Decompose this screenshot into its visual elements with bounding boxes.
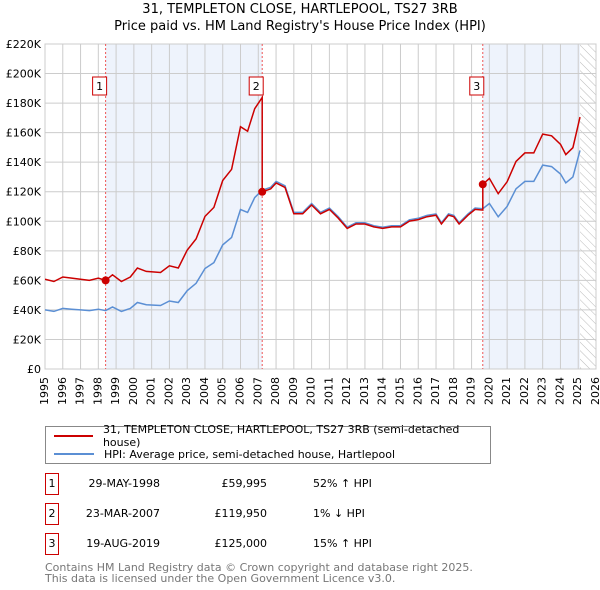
x-tick-label: 2017 (429, 377, 442, 405)
hpi-series-line (45, 150, 581, 313)
property-series-line (45, 95, 581, 283)
y-tick-label: £220K (6, 38, 42, 51)
x-tick-label: 2026 (589, 377, 600, 405)
x-tick-label: 2007 (251, 377, 264, 405)
sale-date: 19-AUG-2019 (86, 537, 160, 550)
x-tick-label: 1997 (74, 377, 87, 405)
x-tick-label: 2015 (393, 377, 406, 405)
x-tick-label: 2000 (127, 377, 140, 405)
legend-item-property: 31, TEMPLETON CLOSE, HARTLEPOOL, TS27 3R… (54, 423, 490, 449)
legend-swatch (54, 453, 94, 455)
x-tick-label: 2002 (162, 377, 175, 405)
x-tick-label: 2005 (216, 377, 229, 405)
sale-row: 2 23-MAR-2007 £119,950 1% ↓ HPI (45, 503, 445, 525)
sale-number-badge: 3 (45, 533, 59, 555)
plot-area: 1995 1996 1997 1998 1999 2000 2001 2002 2003 2004… (6, 38, 600, 405)
legend-label: 31, TEMPLETON CLOSE, HARTLEPOOL, TS27 3R… (102, 423, 460, 449)
x-tick-label: 2019 (465, 377, 478, 405)
chart-subtitle: Price paid vs. HM Land Registry's House … (114, 19, 486, 34)
y-tick-label: £40K (13, 304, 42, 317)
x-tick-label: 1999 (109, 377, 122, 405)
footer: Contains HM Land Registry data © Crown c… (45, 562, 473, 584)
y-tick-label: £200K (6, 68, 42, 81)
x-tick-label: 2009 (287, 377, 300, 405)
sale-label: 3 (473, 80, 480, 93)
sale-number-badge: 1 (45, 473, 59, 495)
footer-line: Contains HM Land Registry data © Crown c… (45, 561, 473, 574)
sale-price: £59,995 (221, 477, 268, 490)
shaded-period (105, 44, 263, 369)
y-tick-label: £20K (13, 333, 42, 346)
y-tick-label: £120K (6, 186, 42, 199)
x-tick-label: 2008 (269, 377, 282, 405)
sale-label-box (248, 76, 264, 96)
chart-title: 31, TEMPLETON CLOSE, HARTLEPOOL, TS27 3R… (142, 2, 458, 17)
y-tick-label: £80K (13, 245, 42, 258)
x-tick-label: 2025 (571, 377, 584, 405)
sale-date: 23-MAR-2007 (85, 507, 160, 520)
legend-swatch (54, 435, 93, 437)
x-tick-label: 2021 (500, 377, 513, 405)
x-tick-label: 2023 (536, 377, 549, 405)
sale-hpi-diff: 1% ↓ HPI (313, 507, 365, 520)
sale-label-box (92, 76, 108, 96)
x-tick-label: 2012 (340, 377, 353, 405)
x-tick-label: 1996 (56, 377, 69, 405)
sale-point (258, 187, 267, 196)
x-tick-label: 2020 (482, 377, 495, 405)
sale-hpi-diff: 52% ↑ HPI (313, 477, 372, 490)
legend: 31, TEMPLETON CLOSE, HARTLEPOOL, TS27 3R… (45, 423, 491, 464)
sale-point (478, 180, 487, 189)
x-tick-label: 2016 (411, 377, 424, 405)
y-tick-label: £60K (13, 274, 42, 287)
sale-label: 1 (96, 80, 103, 93)
x-tick-label: 1995 (38, 377, 51, 405)
plot-border (44, 43, 597, 370)
x-tick-label: 2018 (447, 377, 460, 405)
sale-number-badge: 2 (45, 503, 59, 525)
x-tick-label: 2010 (305, 377, 318, 405)
forecast-hatch (580, 44, 596, 369)
x-tick-label: 2024 (553, 377, 566, 405)
x-tick-label: 2022 (518, 377, 531, 405)
x-tick-label: 2013 (358, 377, 371, 405)
sale-row: 3 19-AUG-2019 £125,000 15% ↑ HPI (45, 533, 445, 555)
sale-point (101, 276, 110, 285)
x-tick-label: 2006 (234, 377, 247, 405)
sale-label-box (469, 76, 485, 96)
x-tick-label: 2004 (198, 377, 211, 405)
x-tick-label: 2014 (376, 377, 389, 405)
x-tick-label: 1998 (91, 377, 104, 405)
x-tick-label: 2003 (180, 377, 193, 405)
x-tick-label: 2011 (322, 377, 335, 405)
sale-hpi-diff: 15% ↑ HPI (313, 537, 372, 550)
shaded-period (482, 44, 581, 369)
sale-price: £119,950 (214, 507, 268, 520)
x-tick-label: 2001 (145, 377, 158, 405)
y-tick-label: £160K (6, 127, 42, 140)
sale-row: 1 29-MAY-1998 £59,995 52% ↑ HPI (45, 473, 445, 495)
sale-date: 29-MAY-1998 (88, 477, 160, 490)
y-tick-label: £180K (6, 97, 42, 110)
legend-item-hpi: HPI: Average price, semi-detached house,… (54, 446, 395, 462)
footer-line: This data is licensed under the Open Gov… (45, 572, 396, 585)
sale-price: £125,000 (214, 537, 268, 550)
y-tick-label: £0 (27, 363, 41, 376)
y-tick-label: £100K (6, 215, 42, 228)
sale-label: 2 (253, 80, 260, 93)
legend-label: HPI: Average price, semi-detached house,… (104, 447, 396, 461)
y-tick-label: £140K (6, 156, 42, 169)
